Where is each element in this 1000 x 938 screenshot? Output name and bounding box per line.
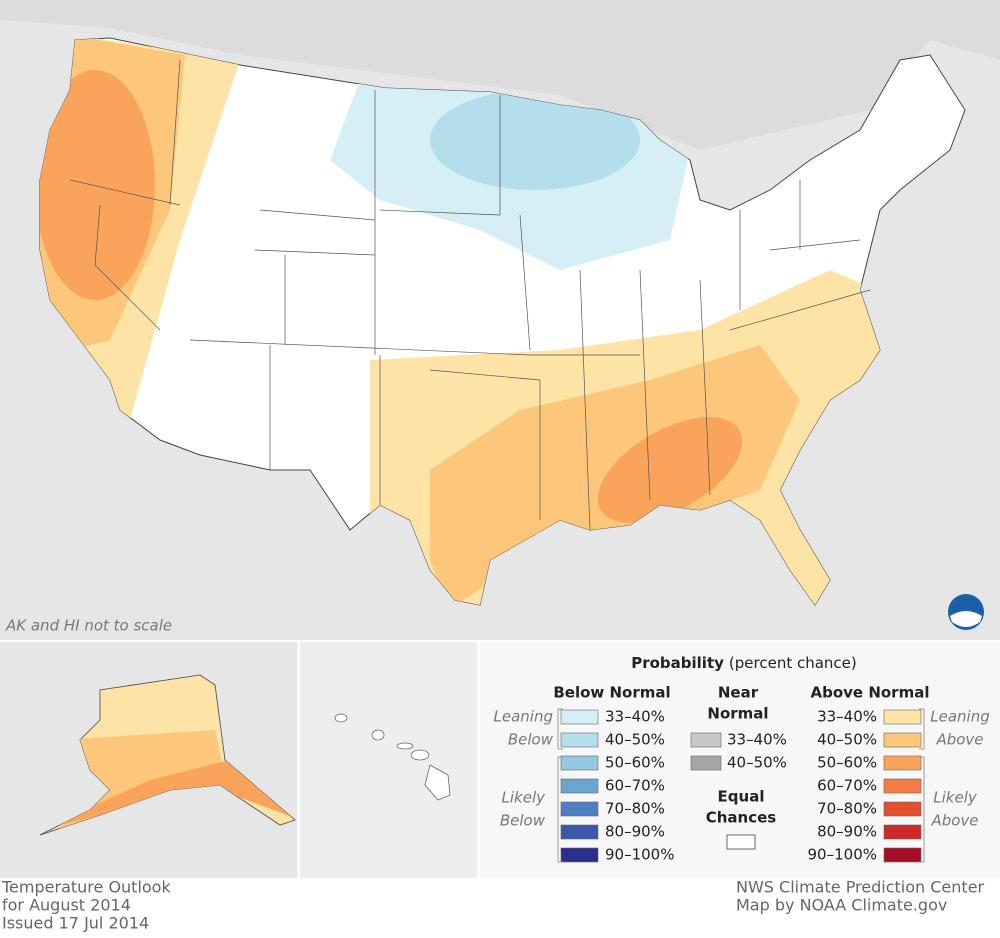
legend-title-main: Probability [631, 654, 724, 672]
state-lines [69, 59, 871, 531]
legend-group-label: Likely [933, 789, 978, 807]
legend-swatch [560, 709, 599, 725]
legend-label: 90–100% [605, 846, 674, 864]
legend-heading: Near [718, 684, 759, 702]
legend-group-label: Above [930, 812, 978, 830]
footer-text: Map by NOAA Climate.gov [736, 896, 947, 915]
legend-label: 33–40% [727, 731, 787, 749]
legend-heading: Below Normal [553, 684, 670, 702]
above-south-50 [597, 417, 743, 523]
legend-label: 80–90% [817, 823, 877, 841]
legend-swatch [883, 709, 922, 725]
legend: Probability (percent chance) Below Normal 3… [494, 654, 990, 864]
legend-label: 90–100% [808, 846, 877, 864]
legend-swatch [560, 824, 599, 840]
legend-group-label: Below [500, 812, 546, 830]
legend-swatch [560, 847, 599, 863]
legend-group-label: Below [508, 731, 554, 749]
legend-label: 80–90% [605, 823, 665, 841]
footer-text: NWS Climate Prediction Center [736, 878, 985, 897]
legend-swatch [690, 755, 722, 771]
legend-swatch [883, 732, 922, 748]
legend-label: 40–50% [605, 731, 665, 749]
legend-group-label: Likely [502, 789, 547, 807]
hawaii-islands [334, 713, 451, 801]
legend-swatch [726, 834, 756, 850]
footer-text: Issued 17 Jul 2014 [2, 914, 149, 933]
legend-label: 40–50% [727, 754, 787, 772]
legend-swatch [883, 801, 922, 817]
legend-bracket [919, 708, 925, 863]
legend-label: 33–40% [817, 708, 877, 726]
legend-label: 60–70% [605, 777, 665, 795]
below-midwest-40 [430, 90, 640, 190]
scale-note: AK and HI not to scale [5, 617, 172, 635]
legend-group-label: Leaning [930, 708, 989, 726]
legend-label: 60–70% [817, 777, 877, 795]
outlook-shading [40, 38, 900, 605]
legend-label: 33–40% [605, 708, 665, 726]
footer-text: for August 2014 [2, 896, 131, 915]
footer-text: Temperature Outlook [1, 878, 171, 897]
legend-heading: Equal [718, 788, 765, 806]
legend-swatch [560, 732, 599, 748]
legend-swatch [560, 801, 599, 817]
legend-swatch [883, 755, 922, 771]
legend-swatch [883, 778, 922, 794]
noaa-logo [948, 594, 984, 630]
legend-title: Probability (percent chance) [631, 654, 857, 672]
legend-label: 50–60% [605, 754, 665, 772]
above-west-50 [40, 70, 155, 300]
legend-swatch [560, 778, 599, 794]
legend-label: 70–80% [605, 800, 665, 818]
legend-swatch [560, 755, 599, 771]
legend-heading: Chances [706, 809, 777, 827]
hawaii-panel [300, 642, 477, 878]
legend-swatch [883, 847, 922, 863]
legend-label: 40–50% [817, 731, 877, 749]
legend-heading: Above Normal [811, 684, 930, 702]
legend-bracket [557, 708, 563, 863]
legend-label: 70–80% [817, 800, 877, 818]
legend-heading: Normal [707, 705, 768, 723]
legend-swatch [690, 732, 722, 748]
legend-group-label: Leaning [494, 708, 553, 726]
legend-group-label: Above [935, 731, 983, 749]
canada [0, 0, 1000, 150]
legend-label: 50–60% [817, 754, 877, 772]
legend-swatch [883, 824, 922, 840]
legend-title-note: (percent chance) [729, 654, 857, 672]
